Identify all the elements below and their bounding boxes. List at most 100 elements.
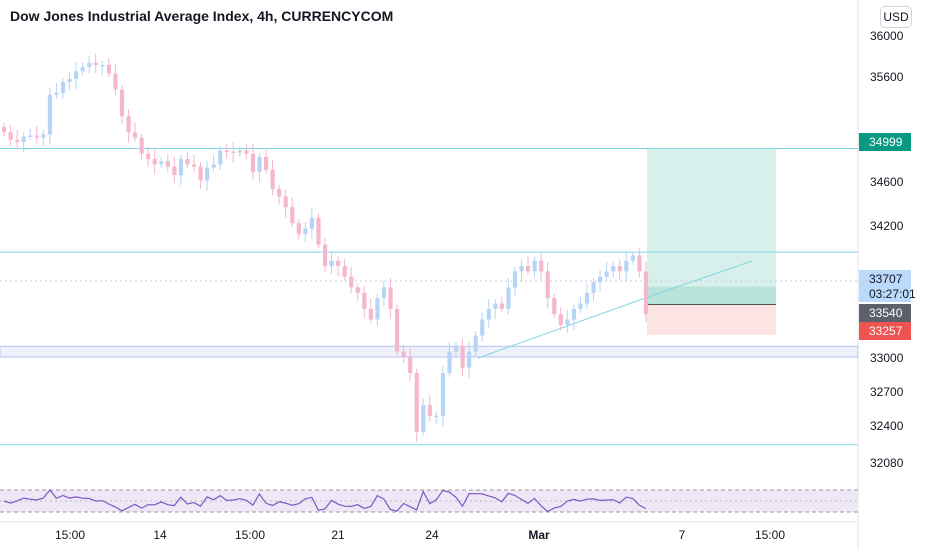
candle-body — [54, 92, 59, 95]
candle-body — [473, 335, 478, 352]
candle-body — [146, 153, 151, 160]
candle-body — [447, 351, 452, 374]
candle-body — [21, 136, 26, 142]
candle-body — [303, 228, 308, 234]
candle-body — [467, 351, 472, 368]
candle-body — [244, 150, 249, 154]
candle-body — [440, 373, 446, 416]
time-tick: 21 — [331, 528, 345, 542]
candle-body — [630, 255, 635, 261]
profit-zone — [647, 148, 776, 305]
current-price: 33707 — [869, 272, 903, 286]
candle-body — [277, 189, 282, 197]
candle-body — [342, 266, 347, 277]
candle-body — [113, 73, 118, 90]
candle-body — [355, 287, 360, 293]
stop-price-tag: 33257 — [859, 322, 911, 340]
candle-body — [165, 161, 170, 167]
time-tick: 15:00 — [54, 528, 86, 542]
candle-body — [336, 260, 341, 267]
bar-countdown: 03:27:01 — [869, 287, 916, 301]
candle-body — [224, 150, 229, 153]
support-zone — [0, 345, 859, 358]
price-tick: 36000 — [870, 29, 904, 43]
candle-body — [545, 271, 550, 299]
entry-price-tag: 33540 — [859, 304, 911, 322]
target-price-tag: 34999 — [859, 133, 911, 151]
candle-body — [532, 260, 537, 272]
candle-body — [139, 137, 144, 154]
candle-body — [218, 150, 223, 165]
time-tick: 24 — [425, 528, 439, 542]
current-price-tag: 33707 03:27:01 — [859, 270, 916, 302]
candle-body — [172, 166, 177, 176]
candle-body — [558, 314, 563, 325]
candle-body — [598, 276, 603, 283]
currency-button[interactable]: USD — [880, 6, 912, 28]
candle-body — [375, 298, 380, 320]
candle-body — [191, 164, 197, 167]
candle-body — [578, 303, 583, 309]
candle-body — [316, 217, 321, 245]
candle-body — [453, 346, 459, 352]
candle-body — [231, 151, 236, 154]
time-tick: 15:00 — [234, 528, 266, 542]
candle-body — [493, 303, 498, 309]
time-tick: Mar — [528, 528, 550, 542]
candle-body — [211, 164, 216, 168]
candle-body — [2, 126, 7, 133]
profit-zone-active — [647, 286, 776, 305]
candle-body — [617, 266, 622, 272]
candle-body — [106, 64, 111, 74]
candle-body — [34, 135, 39, 138]
price-tick: 34600 — [870, 175, 904, 189]
candle-body — [250, 153, 256, 172]
candle-body — [434, 415, 439, 418]
candle-body — [8, 132, 13, 140]
candle-body — [178, 159, 184, 176]
candle-body — [604, 271, 609, 277]
candle-body — [381, 287, 387, 299]
candle-body — [565, 319, 570, 325]
candle-body — [270, 169, 275, 190]
candle-body — [421, 405, 426, 432]
candle-body — [237, 150, 242, 153]
candle-body — [571, 308, 577, 320]
price-tick: 34200 — [870, 219, 904, 233]
candle-body — [205, 167, 210, 181]
candle-body — [152, 159, 157, 165]
trendline — [647, 260, 753, 298]
candle-body — [198, 166, 203, 181]
candle-body — [388, 287, 393, 309]
candle-body — [74, 71, 79, 79]
candle-body — [41, 134, 46, 138]
rsi-line — [3, 489, 647, 513]
candle-body — [159, 161, 164, 165]
candle-body — [257, 156, 262, 172]
candle-body — [296, 223, 301, 234]
candle-body — [591, 282, 596, 293]
candle-body — [185, 159, 190, 165]
candle-body — [119, 89, 125, 117]
candle-body — [414, 373, 419, 432]
price-tick: 32400 — [870, 419, 904, 433]
candle-body — [512, 271, 518, 288]
candle-body — [637, 255, 642, 272]
price-tick: 35600 — [870, 70, 904, 84]
candle-body — [67, 78, 72, 83]
candle-body — [427, 405, 432, 416]
candle-body — [526, 266, 531, 272]
time-tick: 14 — [153, 528, 167, 542]
chart-title: Dow Jones Industrial Average Index, 4h, … — [10, 8, 394, 24]
candle-body — [643, 271, 649, 315]
candle-body — [362, 292, 367, 309]
candle-body — [349, 276, 354, 288]
candle-body — [611, 266, 616, 272]
candle-body — [506, 287, 511, 309]
candle-body — [126, 116, 131, 133]
candle-body — [460, 346, 465, 368]
candle-body — [80, 67, 85, 72]
price-tick: 32700 — [870, 385, 904, 399]
candle-body — [47, 94, 53, 135]
